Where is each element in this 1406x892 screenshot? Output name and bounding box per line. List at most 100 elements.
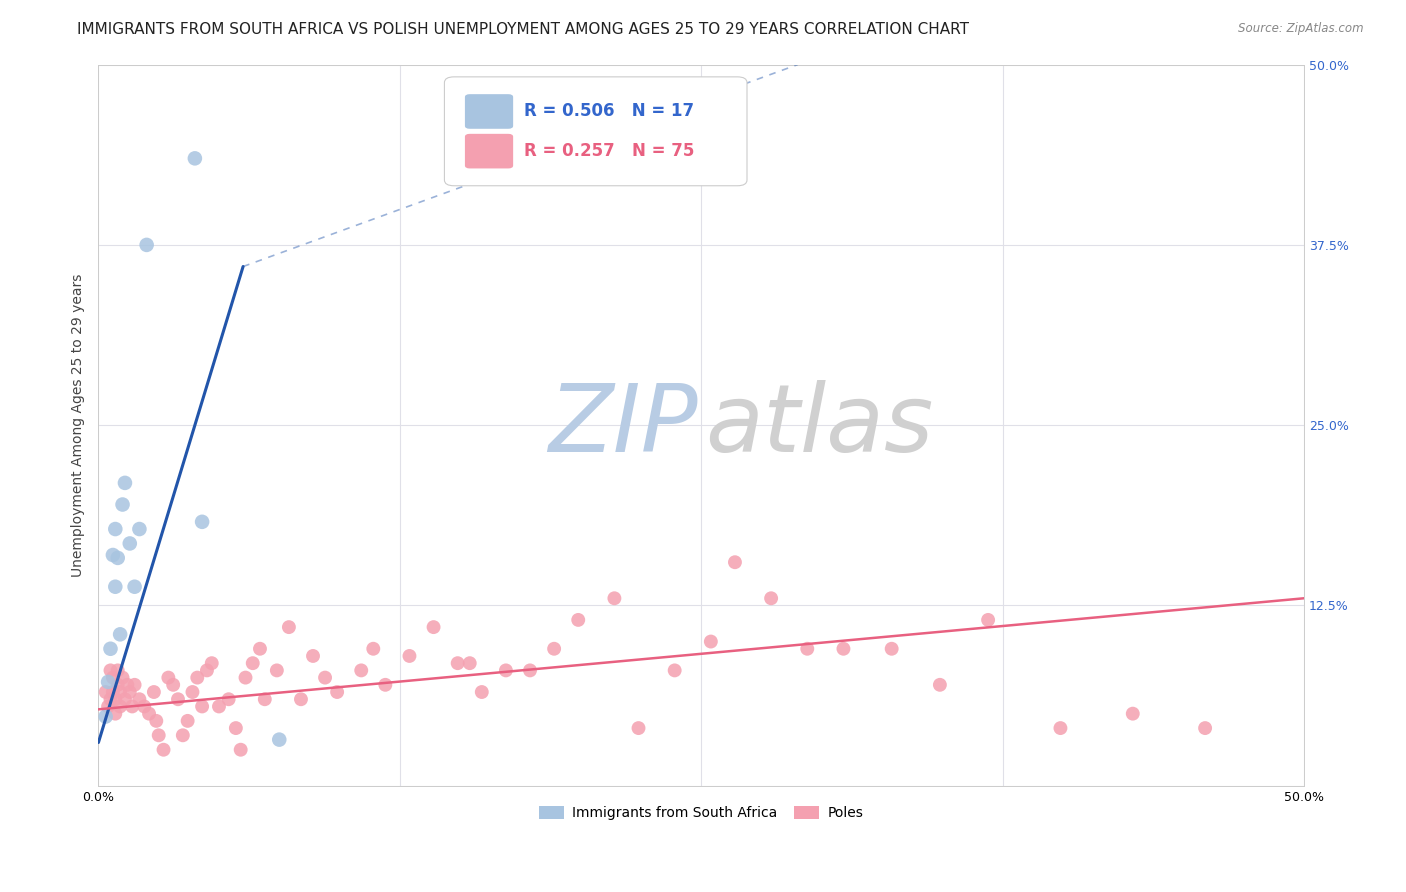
Point (796, 641, 818, 656)
Point (235, 671, 257, 685)
FancyBboxPatch shape (465, 134, 513, 169)
Point (880, 641, 903, 656)
FancyBboxPatch shape (444, 77, 747, 186)
Point (471, 685, 494, 699)
Point (208, 699, 231, 714)
Point (114, 692, 136, 706)
Point (108, 699, 131, 714)
Point (350, 664, 373, 678)
Point (495, 664, 517, 678)
Point (229, 742, 252, 756)
Point (108, 685, 131, 699)
Y-axis label: Unemployment Among Ages 25 to 29 years: Unemployment Among Ages 25 to 29 years (72, 274, 86, 577)
Point (157, 671, 180, 685)
Point (101, 671, 124, 685)
Point (302, 648, 325, 663)
Point (398, 648, 420, 663)
Point (104, 706, 127, 721)
Point (104, 580, 127, 594)
Point (225, 721, 247, 735)
Point (269, 732, 291, 747)
Point (458, 656, 481, 670)
Point (148, 728, 170, 742)
Point (172, 728, 194, 742)
Point (142, 685, 165, 699)
Legend: Immigrants from South Africa, Poles: Immigrants from South Africa, Poles (533, 800, 869, 826)
Point (447, 656, 470, 670)
Point (117, 678, 139, 692)
Point (124, 678, 146, 692)
Point (152, 742, 174, 756)
Point (1122, 706, 1144, 721)
Point (176, 714, 198, 728)
Point (124, 580, 146, 594)
Point (111, 498, 134, 512)
Point (128, 692, 150, 706)
Point (107, 550, 129, 565)
Point (186, 671, 208, 685)
Point (1049, 721, 1071, 735)
Point (167, 692, 190, 706)
Point (118, 685, 141, 699)
Point (422, 620, 444, 634)
Point (107, 678, 129, 692)
Point (128, 522, 150, 536)
Point (290, 692, 312, 706)
Text: R = 0.506   N = 17: R = 0.506 N = 17 (524, 103, 695, 120)
Point (363, 641, 385, 656)
Point (759, 591, 782, 606)
Point (184, 152, 207, 166)
Point (700, 634, 723, 648)
Point (242, 656, 264, 670)
Point (100, 692, 122, 706)
Point (111, 671, 134, 685)
Point (134, 699, 156, 714)
Point (519, 664, 541, 678)
Point (253, 692, 276, 706)
FancyBboxPatch shape (465, 95, 513, 128)
Text: IMMIGRANTS FROM SOUTH AFRICA VS POLISH UNEMPLOYMENT AMONG AGES 25 TO 29 YEARS CO: IMMIGRANTS FROM SOUTH AFRICA VS POLISH U… (77, 22, 969, 37)
Point (101, 548, 124, 562)
Point (94, 685, 117, 699)
Point (326, 685, 349, 699)
Point (249, 641, 271, 656)
Point (107, 664, 129, 678)
Point (100, 664, 122, 678)
Point (664, 664, 686, 678)
Text: Source: ZipAtlas.com: Source: ZipAtlas.com (1239, 22, 1364, 36)
Point (104, 522, 127, 536)
Point (138, 706, 160, 721)
Point (277, 620, 299, 634)
Point (603, 591, 626, 606)
Point (191, 515, 214, 529)
Point (266, 664, 288, 678)
Text: R = 0.257   N = 75: R = 0.257 N = 75 (524, 142, 695, 161)
Point (101, 685, 124, 699)
Point (567, 613, 589, 627)
Point (832, 641, 855, 656)
Point (114, 475, 136, 490)
Point (201, 656, 224, 670)
Point (108, 627, 131, 641)
Point (145, 714, 167, 728)
Point (374, 678, 396, 692)
Point (724, 555, 747, 569)
Point (1194, 721, 1216, 735)
Point (218, 692, 240, 706)
Point (314, 671, 336, 685)
Point (97, 674, 120, 689)
Point (118, 536, 141, 550)
Point (195, 664, 218, 678)
Text: atlas: atlas (704, 380, 934, 471)
Point (928, 678, 950, 692)
Point (543, 641, 565, 656)
Point (104, 692, 127, 706)
Point (97, 699, 120, 714)
Point (135, 238, 157, 252)
Point (181, 685, 204, 699)
Point (100, 641, 122, 656)
Point (191, 699, 214, 714)
Point (627, 721, 650, 735)
Text: ZIP: ZIP (548, 380, 697, 471)
Point (121, 699, 143, 714)
